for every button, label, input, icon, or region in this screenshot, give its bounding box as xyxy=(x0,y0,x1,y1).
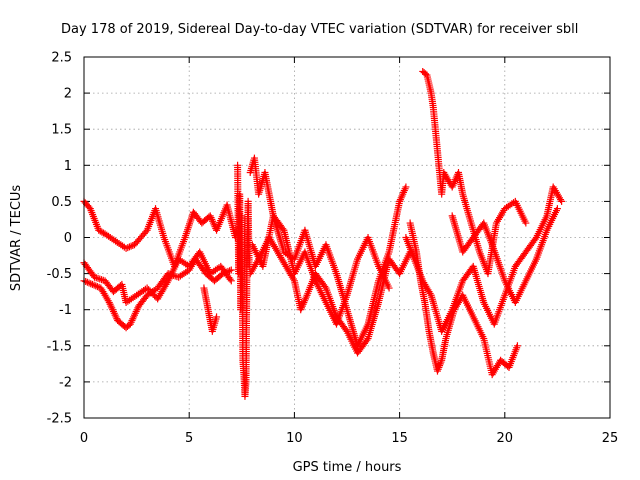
y-tick-label: -2.5 xyxy=(47,412,72,427)
series-track-l xyxy=(448,205,561,306)
data-point xyxy=(227,277,235,285)
chart-title: Day 178 of 2019, Sidereal Day-to-day VTE… xyxy=(61,22,578,37)
data-point xyxy=(227,266,235,274)
data-point xyxy=(385,284,393,292)
data-point xyxy=(127,242,135,250)
y-tick-label: 2 xyxy=(64,87,72,102)
x-tick-label: 15 xyxy=(391,431,408,446)
x-tick-label: 20 xyxy=(497,431,514,446)
data-point xyxy=(173,273,181,281)
x-axis-label: GPS time / hours xyxy=(293,460,402,475)
data-point xyxy=(321,282,329,290)
grid-lines xyxy=(84,57,610,418)
data-point xyxy=(88,280,96,288)
series-track-f xyxy=(246,154,410,350)
y-axis-label: SDTVAR / TECUs xyxy=(9,185,24,292)
data-point xyxy=(87,280,95,288)
data-point xyxy=(83,278,91,286)
y-tick-label: 0.5 xyxy=(51,195,72,210)
data-point xyxy=(149,290,157,298)
y-tick-label: 0 xyxy=(64,231,72,246)
data-point xyxy=(82,278,90,286)
series-track-k xyxy=(402,183,566,335)
data-point xyxy=(513,342,521,350)
data-point xyxy=(96,275,104,283)
series-track-c xyxy=(80,248,235,306)
data-point xyxy=(124,244,132,252)
data-point xyxy=(142,228,150,236)
y-tick-labels: 2.5 2 1.5 1 0.5 0 -0.5 -1 -1.5 -2 -2.5 xyxy=(47,51,72,427)
data-point xyxy=(122,244,130,252)
series-track-d xyxy=(200,284,221,335)
y-tick-label: 1 xyxy=(64,159,72,174)
series-track-a xyxy=(80,197,239,270)
data-point xyxy=(143,284,151,292)
data-point xyxy=(145,286,153,294)
data-point xyxy=(146,287,154,295)
series-track-e xyxy=(234,161,253,400)
data-point xyxy=(558,197,566,205)
x-tick-label: 10 xyxy=(286,431,303,446)
series-track-h xyxy=(248,212,393,328)
series-track-j xyxy=(406,219,521,379)
y-tick-label: -0.5 xyxy=(47,267,72,282)
data-points xyxy=(80,67,566,400)
data-point xyxy=(522,219,530,227)
x-tick-labels: 0 5 10 15 20 25 xyxy=(80,431,618,446)
data-point xyxy=(226,275,234,283)
y-tick-label: 1.5 xyxy=(51,123,72,138)
data-point xyxy=(125,243,133,251)
x-tick-label: 0 xyxy=(80,431,88,446)
series-track-i xyxy=(419,67,530,278)
series-track-b xyxy=(80,255,235,332)
y-tick-label: -1.5 xyxy=(47,339,72,354)
data-point xyxy=(92,282,100,290)
x-tick-label: 25 xyxy=(602,431,619,446)
data-point xyxy=(553,205,561,213)
data-point xyxy=(279,225,287,233)
data-point xyxy=(342,326,350,334)
data-point xyxy=(531,235,539,243)
data-point xyxy=(402,183,410,191)
y-tick-label: 2.5 xyxy=(51,51,72,66)
data-point xyxy=(213,313,221,321)
data-point xyxy=(93,283,101,291)
x-tick-label: 5 xyxy=(185,431,193,446)
y-tick-label: -2 xyxy=(59,375,72,390)
data-point xyxy=(85,279,93,287)
data-point xyxy=(148,289,156,297)
plot-frame xyxy=(83,56,611,419)
data-point xyxy=(90,281,98,289)
data-point xyxy=(363,336,371,344)
y-tick-label: -1 xyxy=(59,303,72,318)
